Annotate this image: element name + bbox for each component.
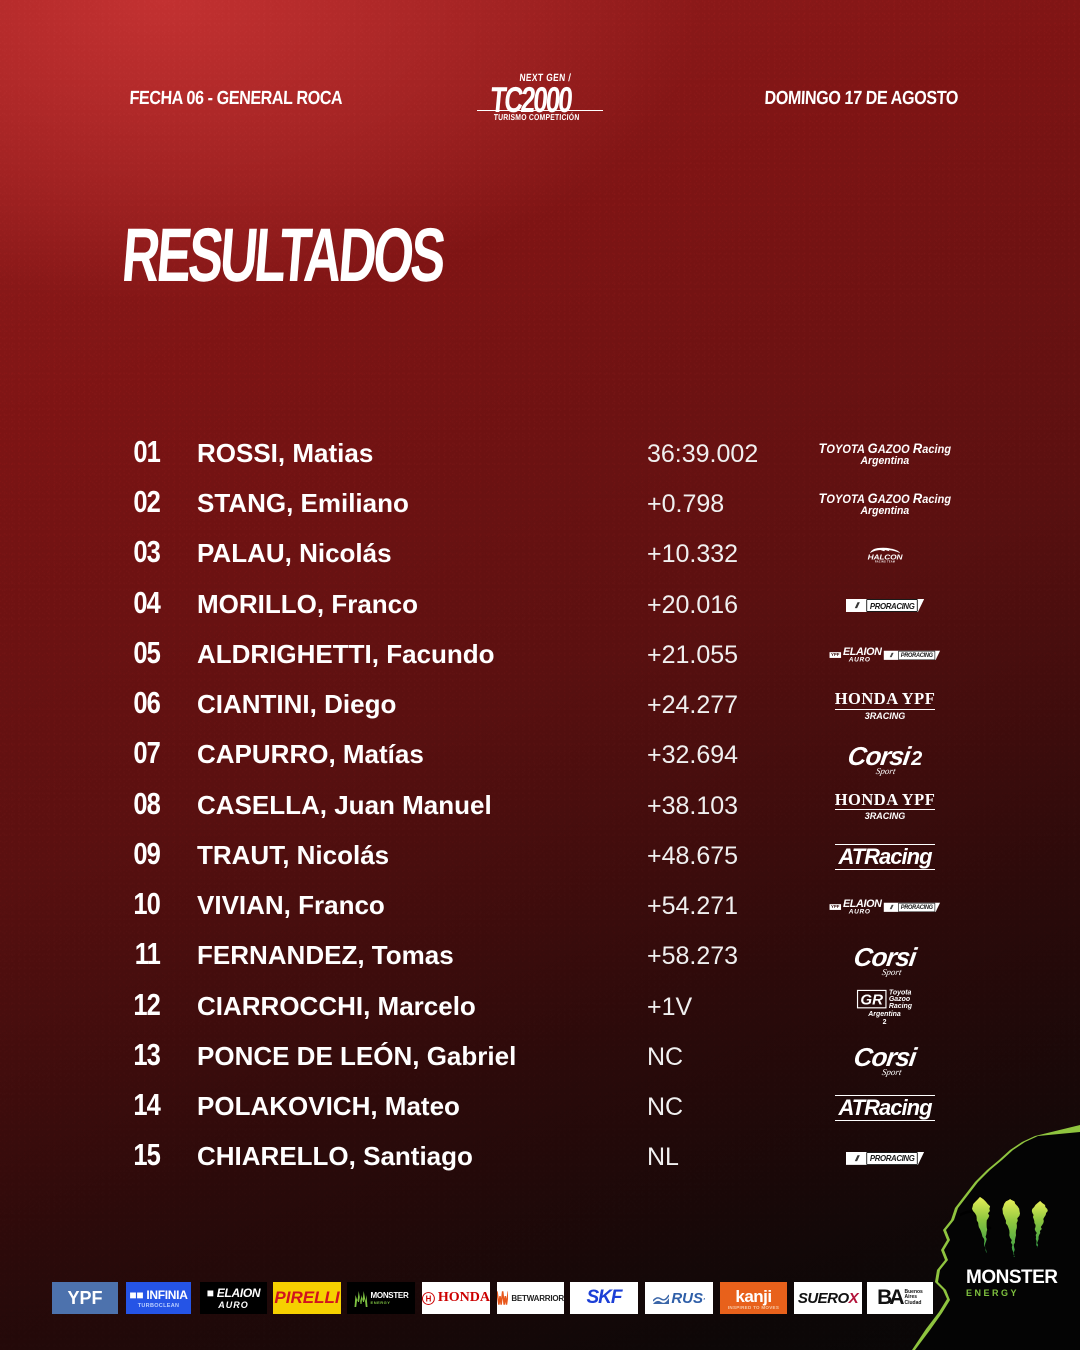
svg-text:ENERGY: ENERGY bbox=[966, 1288, 1019, 1298]
svg-text:MONSTER: MONSTER bbox=[966, 1267, 1058, 1288]
svg-text:H: H bbox=[426, 1294, 432, 1303]
